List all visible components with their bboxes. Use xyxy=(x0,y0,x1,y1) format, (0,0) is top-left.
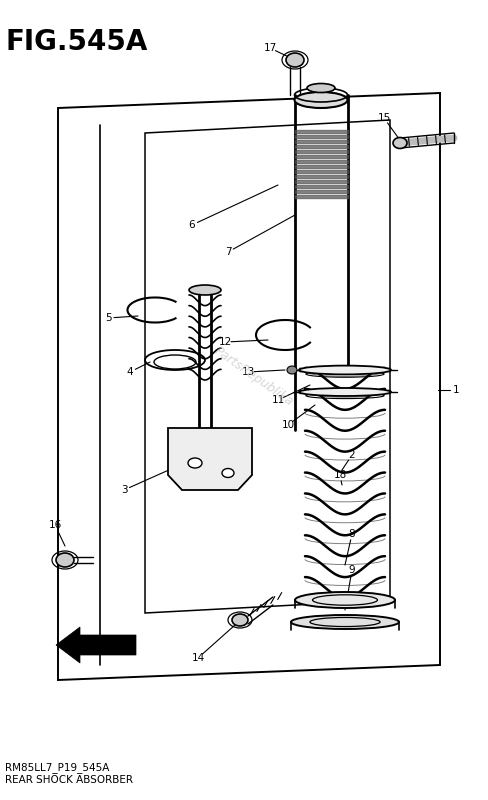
Text: 6: 6 xyxy=(189,220,195,230)
Ellipse shape xyxy=(287,366,297,374)
Ellipse shape xyxy=(286,53,304,67)
Ellipse shape xyxy=(232,614,248,626)
Text: 9: 9 xyxy=(349,565,355,575)
Text: RM85LL7_P19_545A: RM85LL7_P19_545A xyxy=(5,762,109,773)
Text: 3: 3 xyxy=(121,485,127,495)
Ellipse shape xyxy=(295,592,395,608)
Polygon shape xyxy=(56,627,136,663)
Text: PartsRepublika: PartsRepublika xyxy=(212,344,296,408)
Ellipse shape xyxy=(291,615,399,629)
Text: 7: 7 xyxy=(224,247,231,257)
Text: REAR SHOCK ABSORBER: REAR SHOCK ABSORBER xyxy=(5,775,133,785)
Text: FWD: FWD xyxy=(92,641,114,650)
Text: 8: 8 xyxy=(349,529,355,539)
Ellipse shape xyxy=(393,138,407,149)
Text: 1: 1 xyxy=(453,385,459,395)
Text: 12: 12 xyxy=(218,337,232,347)
Ellipse shape xyxy=(222,469,234,478)
Text: 4: 4 xyxy=(127,367,133,377)
Ellipse shape xyxy=(56,553,74,567)
Ellipse shape xyxy=(188,458,202,468)
Text: 17: 17 xyxy=(264,43,277,53)
Text: 16: 16 xyxy=(48,520,61,530)
Text: 11: 11 xyxy=(271,395,285,405)
Ellipse shape xyxy=(299,366,391,374)
Ellipse shape xyxy=(294,92,347,108)
Ellipse shape xyxy=(299,388,391,396)
Text: 10: 10 xyxy=(282,420,295,430)
Text: 2: 2 xyxy=(349,450,355,460)
Polygon shape xyxy=(168,428,252,490)
Text: 14: 14 xyxy=(191,653,204,663)
Ellipse shape xyxy=(189,285,221,295)
Text: FIG.545A: FIG.545A xyxy=(6,28,148,56)
Text: 15: 15 xyxy=(377,113,390,123)
Ellipse shape xyxy=(307,83,335,93)
Text: 18: 18 xyxy=(333,470,346,480)
Text: 13: 13 xyxy=(242,367,255,377)
Text: 5: 5 xyxy=(105,313,111,323)
